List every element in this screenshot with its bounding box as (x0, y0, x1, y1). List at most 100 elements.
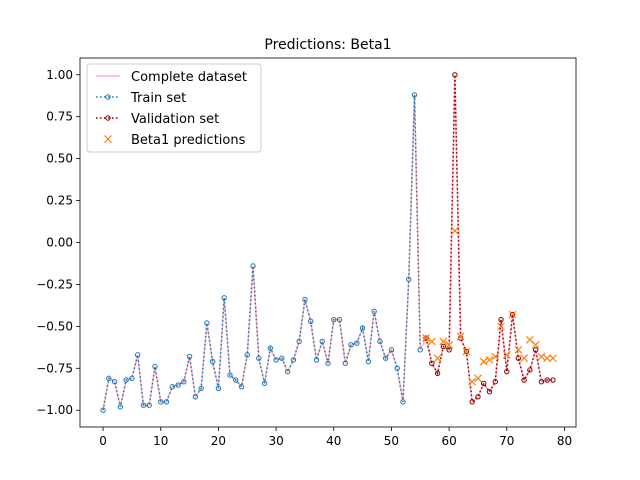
data-point (279, 355, 285, 361)
series-beta1-predictions (422, 226, 557, 386)
series-validation-set (423, 72, 556, 405)
data-point (146, 402, 152, 408)
data-point (134, 352, 141, 358)
series-train-set (100, 92, 423, 413)
data-point (233, 377, 239, 383)
data-point (302, 296, 308, 303)
data-point (129, 375, 135, 382)
data-point (429, 360, 435, 366)
x-tick-label: 20 (211, 434, 226, 448)
data-point (106, 375, 112, 382)
data-point (238, 384, 245, 390)
legend-entry: Complete dataset (96, 70, 247, 85)
data-point (520, 354, 529, 363)
data-point (527, 367, 533, 373)
data-point (331, 316, 337, 323)
data-point (492, 379, 498, 385)
data-point (433, 354, 442, 363)
legend-label: Beta1 predictions (131, 133, 246, 148)
data-point (537, 352, 546, 361)
data-point (531, 340, 540, 349)
x-tick-label: 40 (326, 434, 341, 448)
data-point (186, 353, 193, 360)
data-point (521, 377, 527, 383)
data-point (445, 340, 454, 349)
legend-label: Validation set (131, 112, 219, 127)
data-point (100, 407, 106, 413)
x-tick-label: 80 (557, 434, 572, 448)
data-point (307, 318, 314, 325)
data-point (427, 337, 436, 346)
data-point (481, 380, 487, 387)
data-point (498, 316, 504, 323)
data-point (371, 308, 377, 314)
data-point (365, 358, 372, 365)
data-point (549, 354, 557, 363)
data-point (514, 345, 523, 354)
data-point (140, 402, 147, 408)
data-point (359, 325, 366, 331)
data-point (446, 347, 452, 353)
data-point (290, 357, 297, 363)
data-point (504, 368, 510, 375)
data-point (479, 357, 488, 366)
data-point (532, 347, 539, 353)
data-point (169, 384, 175, 390)
y-tick-label: 1.00 (46, 68, 73, 82)
data-point (261, 380, 268, 387)
data-point (296, 338, 302, 345)
legend-label: Complete dataset (131, 70, 247, 85)
data-point (543, 354, 552, 363)
data-point (394, 365, 400, 371)
legend-marker (105, 94, 111, 100)
data-point (509, 311, 516, 318)
data-point (313, 357, 320, 363)
data-point (462, 347, 471, 356)
data-point (538, 379, 545, 385)
data-point (469, 399, 475, 405)
data-point (198, 385, 204, 392)
data-point (515, 355, 522, 361)
data-point (474, 374, 482, 383)
data-point (204, 320, 210, 326)
data-point (388, 347, 395, 353)
data-point (336, 316, 343, 323)
x-tick-label: 10 (153, 434, 168, 448)
chart-title: Predictions: Beta1 (264, 37, 391, 53)
x-tick-label: 70 (499, 434, 514, 448)
data-point (267, 345, 274, 351)
y-tick-label: −0.25 (36, 277, 73, 291)
data-point (456, 332, 465, 341)
data-point (485, 355, 494, 364)
y-axis: −1.00 −0.75 −0.50 −0.25 0.00 0.25 0.50 0.75 1.00 (36, 68, 80, 417)
x-tick-label: 60 (441, 434, 456, 448)
data-point (227, 372, 233, 378)
data-point (175, 382, 181, 388)
data-point (400, 399, 406, 405)
data-point (406, 276, 412, 283)
y-tick-label: −1.00 (36, 403, 73, 417)
data-point (319, 338, 325, 345)
data-point (450, 226, 459, 235)
x-tick-label: 0 (99, 434, 107, 448)
data-point (250, 263, 256, 269)
x-tick-label: 30 (268, 434, 283, 448)
x-tick-label: 50 (384, 434, 399, 448)
data-point (354, 340, 360, 346)
data-point (486, 389, 493, 395)
legend-marker (105, 115, 111, 121)
data-point (215, 385, 222, 392)
data-point (550, 377, 556, 383)
data-point (111, 379, 118, 385)
data-point (377, 338, 383, 345)
y-tick-label: 0.75 (46, 110, 73, 124)
data-point (348, 342, 354, 348)
data-point (491, 352, 500, 361)
data-point (117, 404, 124, 410)
plot-area (100, 72, 557, 413)
legend-box (86, 63, 262, 153)
data-point (434, 370, 441, 377)
legend-entry: Train set (96, 91, 186, 106)
data-point (256, 355, 262, 361)
y-tick-label: 0.00 (46, 236, 73, 250)
